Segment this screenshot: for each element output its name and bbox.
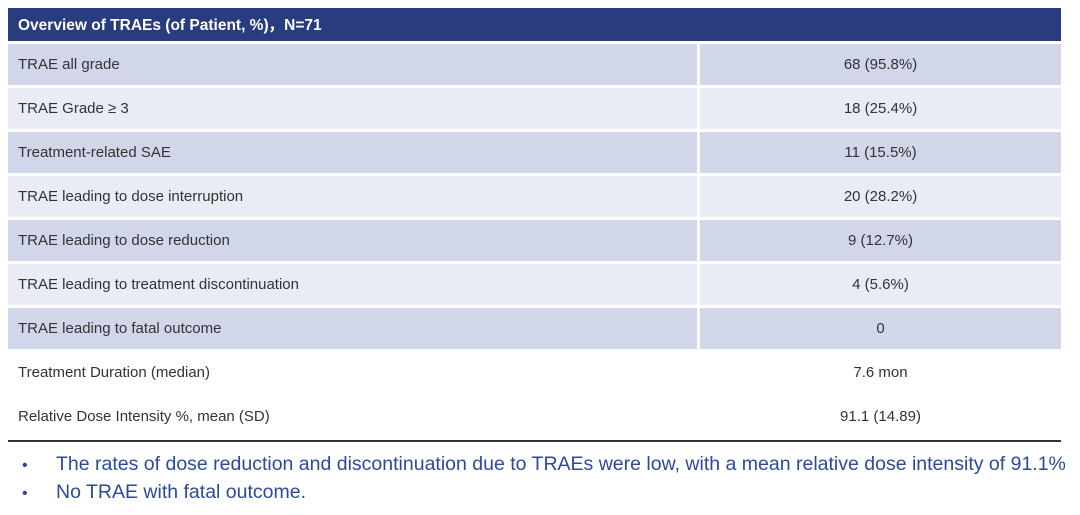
bullet-icon: • <box>22 485 28 502</box>
row-value: 7.6 mon <box>700 352 1061 393</box>
row-value: 9 (12.7%) <box>700 220 1061 261</box>
row-value: 91.1 (14.89) <box>700 396 1061 437</box>
table-row: TRAE leading to fatal outcome 0 <box>8 308 1061 352</box>
table-row: TRAE leading to treatment discontinuatio… <box>8 264 1061 308</box>
table-row: Treatment Duration (median) 7.6 mon <box>8 352 1061 396</box>
row-value: 11 (15.5%) <box>700 132 1061 173</box>
row-label: TRAE leading to fatal outcome <box>8 308 700 349</box>
bullet-text: No TRAE with fatal outcome. <box>56 481 306 503</box>
table-header: Overview of TRAEs (of Patient, %)，N=71 <box>8 8 1061 44</box>
table-row: TRAE leading to dose interruption 20 (28.… <box>8 176 1061 220</box>
row-value: 4 (5.6%) <box>700 264 1061 305</box>
table-row: Treatment-related SAE 11 (15.5%) <box>8 132 1061 176</box>
table-row: TRAE leading to dose reduction 9 (12.7%) <box>8 220 1061 264</box>
row-value: 0 <box>700 308 1061 349</box>
bullet-item: • The rates of dose reduction and discont… <box>22 451 1080 479</box>
summary-bullets: • The rates of dose reduction and discont… <box>22 451 1080 507</box>
row-label: TRAE leading to dose interruption <box>8 176 700 217</box>
table-body: TRAE all grade 68 (95.8%) TRAE Grade ≥ 3 18… <box>8 44 1061 440</box>
bullet-item: • No TRAE with fatal outcome. <box>22 479 1080 507</box>
trae-overview-table: Overview of TRAEs (of Patient, %)，N=71 T… <box>8 8 1061 442</box>
row-label: TRAE leading to dose reduction <box>8 220 700 261</box>
row-value: 68 (95.8%) <box>700 44 1061 85</box>
table-row: Relative Dose Intensity %, mean (SD) 91.1… <box>8 396 1061 440</box>
table-row: TRAE Grade ≥ 3 18 (25.4%) <box>8 88 1061 132</box>
row-label: Relative Dose Intensity %, mean (SD) <box>8 396 700 437</box>
row-label: TRAE leading to treatment discontinuatio… <box>8 264 700 305</box>
bullet-text: The rates of dose reduction and disconti… <box>56 453 1066 475</box>
row-label: TRAE all grade <box>8 44 700 85</box>
table-row: TRAE all grade 68 (95.8%) <box>8 44 1061 88</box>
bottom-rule <box>8 440 1061 442</box>
row-value: 20 (28.2%) <box>700 176 1061 217</box>
row-label: Treatment-related SAE <box>8 132 700 173</box>
row-label: TRAE Grade ≥ 3 <box>8 88 700 129</box>
bullet-icon: • <box>22 457 28 474</box>
row-label: Treatment Duration (median) <box>8 352 700 393</box>
row-value: 18 (25.4%) <box>700 88 1061 129</box>
